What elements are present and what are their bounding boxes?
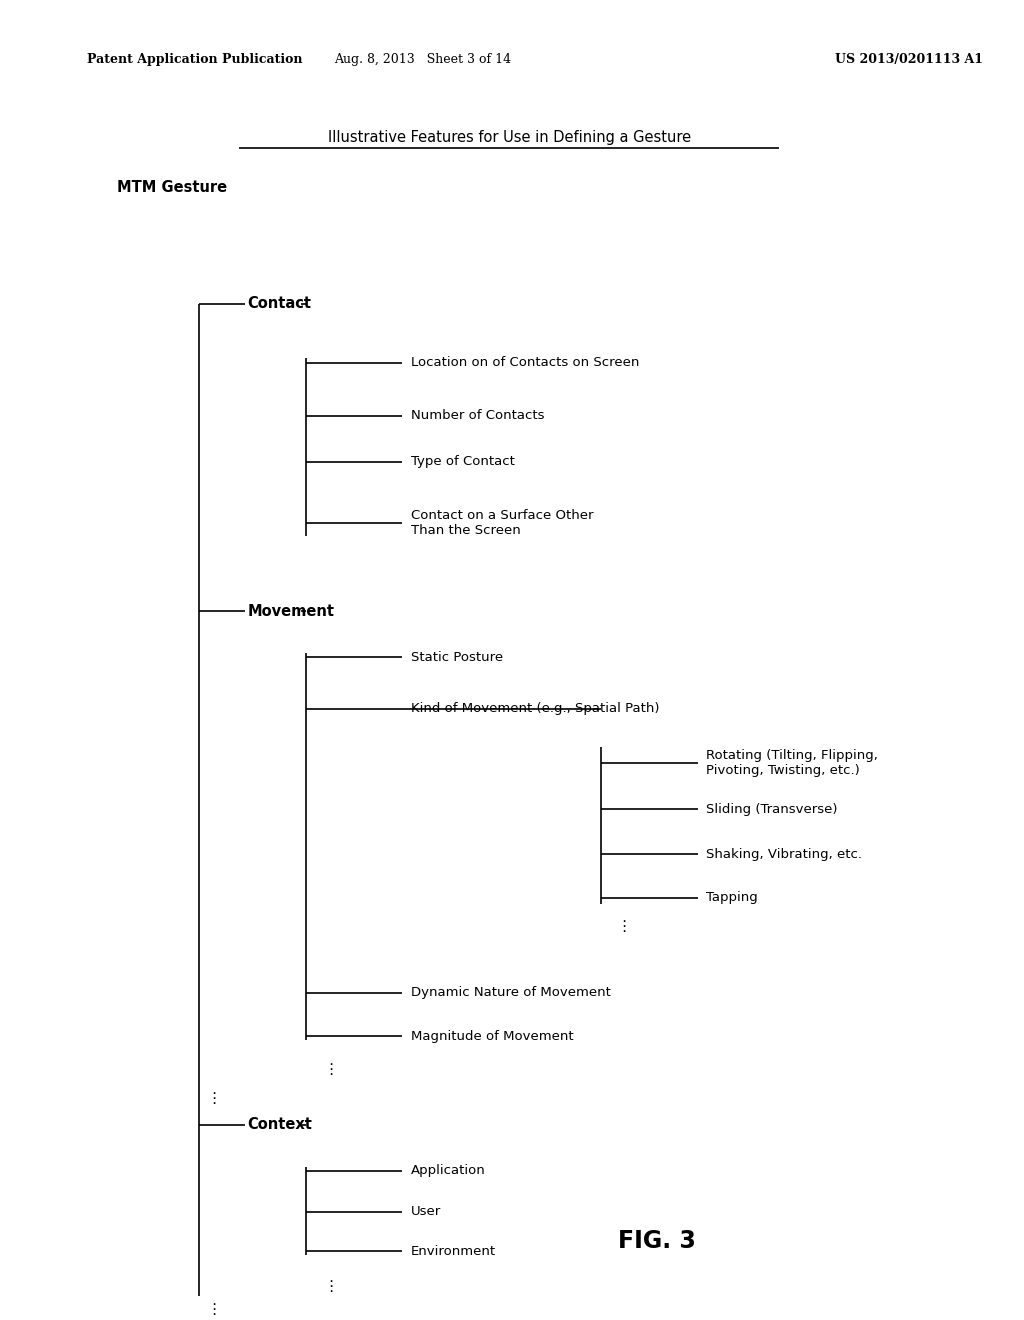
Text: FIG. 3: FIG. 3 <box>618 1229 696 1253</box>
Text: Type of Contact: Type of Contact <box>411 455 514 469</box>
Text: Sliding (Transverse): Sliding (Transverse) <box>707 803 838 816</box>
Text: Dynamic Nature of Movement: Dynamic Nature of Movement <box>411 986 610 999</box>
Text: ⋮: ⋮ <box>324 1061 339 1077</box>
Text: Patent Application Publication: Patent Application Publication <box>87 53 302 66</box>
Text: Aug. 8, 2013   Sheet 3 of 14: Aug. 8, 2013 Sheet 3 of 14 <box>334 53 511 66</box>
Text: Tapping: Tapping <box>707 891 758 904</box>
Text: Contact: Contact <box>248 296 311 312</box>
Text: Application: Application <box>411 1164 485 1177</box>
Text: ⋮: ⋮ <box>206 1090 221 1106</box>
Text: User: User <box>411 1205 441 1218</box>
Text: ⋮: ⋮ <box>206 1302 221 1317</box>
Text: Kind of Movement (e.g., Spatial Path): Kind of Movement (e.g., Spatial Path) <box>411 702 659 715</box>
Text: MTM Gesture: MTM Gesture <box>117 180 227 195</box>
Text: ⋮: ⋮ <box>324 1279 339 1295</box>
Text: US 2013/0201113 A1: US 2013/0201113 A1 <box>836 53 983 66</box>
Text: Rotating (Tilting, Flipping,
Pivoting, Twisting, etc.): Rotating (Tilting, Flipping, Pivoting, T… <box>707 748 878 777</box>
Text: Number of Contacts: Number of Contacts <box>411 409 544 422</box>
Text: Magnitude of Movement: Magnitude of Movement <box>411 1030 573 1043</box>
Text: Movement: Movement <box>248 603 335 619</box>
Text: Context: Context <box>248 1117 312 1133</box>
Text: Environment: Environment <box>411 1245 496 1258</box>
Text: ⋮: ⋮ <box>615 919 631 935</box>
Text: Shaking, Vibrating, etc.: Shaking, Vibrating, etc. <box>707 847 862 861</box>
Text: Illustrative Features for Use in Defining a Gesture: Illustrative Features for Use in Definin… <box>328 129 691 145</box>
Text: Static Posture: Static Posture <box>411 651 503 664</box>
Text: Location on of Contacts on Screen: Location on of Contacts on Screen <box>411 356 639 370</box>
Text: Contact on a Surface Other
Than the Screen: Contact on a Surface Other Than the Scre… <box>411 508 593 537</box>
